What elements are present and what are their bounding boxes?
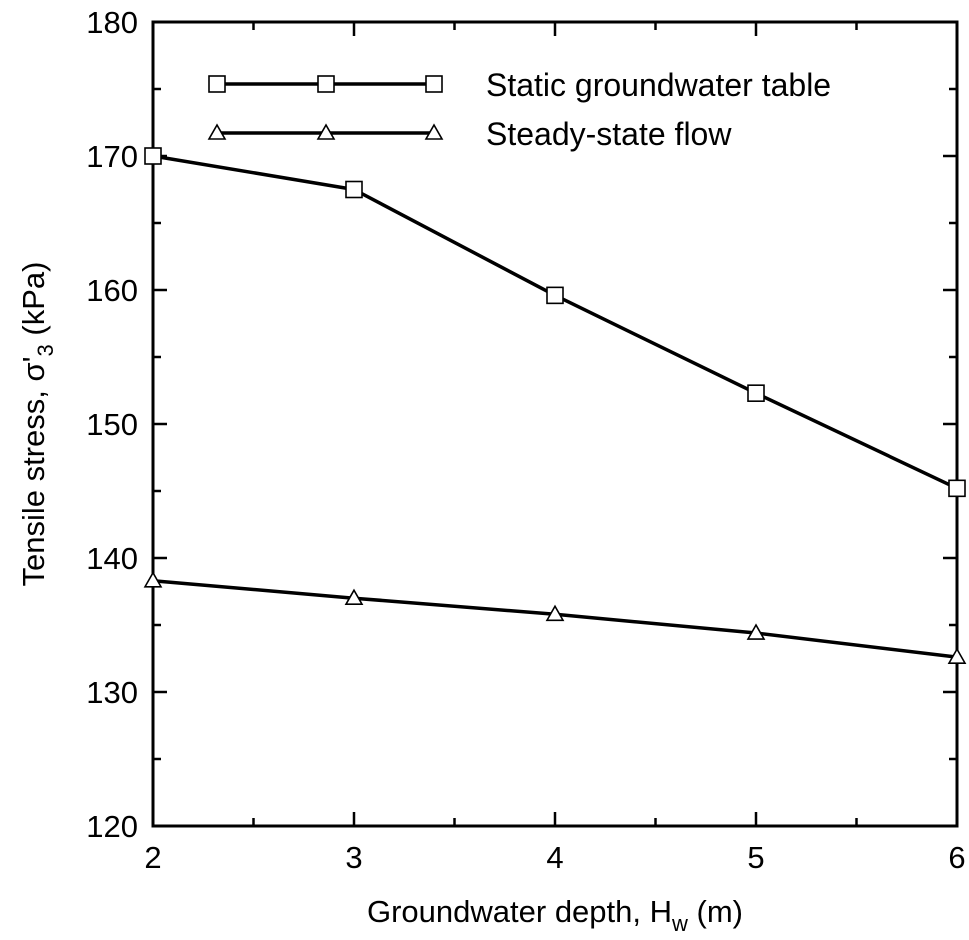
data-point-triangle [143,571,163,588]
legend-marker-triangle [207,123,227,140]
data-point-triangle [545,604,565,622]
data-point-square [144,147,162,165]
data-point-square [546,286,564,305]
x-tick-label: 5 [747,840,764,875]
data-point-square [747,384,765,402]
y-tick-labels: 120 130 140 150 160 170 180 [86,5,138,844]
data-point-square [345,180,363,199]
axis-ticks [151,20,959,828]
x-tick-label: 3 [345,840,362,875]
legend-marker-square [425,75,443,93]
y-tick-label: 120 [86,809,138,844]
legend-marker-square [208,75,226,93]
y-tick-label: 170 [86,139,138,174]
y-tick-label: 150 [86,407,138,442]
legend-marker-square [317,75,335,93]
x-axis-title: Groundwater depth, Hw (m) [367,894,743,936]
y-tick-label: 140 [86,541,138,576]
data-point-triangle [947,647,967,664]
y-axis-title: Tensile stress, σ'3 (kPa) [16,261,58,586]
x-tick-label: 2 [144,840,161,875]
data-point-triangle [746,623,766,640]
y-tick-label: 160 [86,273,138,308]
series-line-1 [152,154,958,490]
legend-marker-triangle [316,123,336,140]
legend: Static groundwater table Steady-state fl… [207,67,831,152]
y-tick-label: 180 [86,5,138,40]
data-point-square [948,479,966,498]
legend-label-static: Static groundwater table [486,67,831,103]
data-point-triangle [344,588,364,606]
x-tick-label: 6 [948,840,965,875]
x-tick-label: 4 [546,840,563,875]
legend-label-steady: Steady-state flow [486,116,732,152]
series-layer [143,147,967,664]
y-tick-label: 130 [86,675,138,710]
x-tick-labels: 2 3 4 5 6 [144,840,965,875]
legend-marker-triangle [424,123,444,140]
